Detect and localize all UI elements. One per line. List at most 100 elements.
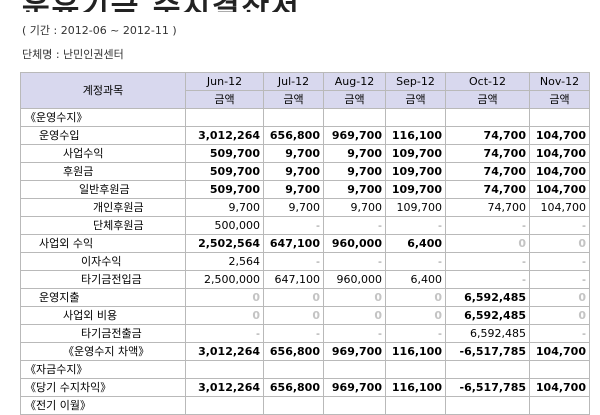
amount-cell (323, 108, 386, 127)
account-label: 《운영수지》 (20, 108, 186, 127)
amount-cell: 9,700 (263, 180, 324, 199)
amount-cell: - (445, 216, 530, 235)
amount-cell: - (529, 270, 590, 289)
amount-cell: - (385, 216, 446, 235)
table-row: 타기금전출금 - - - -6,592,485- (20, 324, 590, 343)
table-body: 《운영수지》 운영수입 3,012,264 656,800 969,700 116,100… (20, 108, 590, 415)
account-label: 《전기 이월》 (20, 396, 186, 415)
amount-cell (529, 396, 590, 415)
amount-cell: - (529, 252, 590, 271)
table-row: 《전기 이월》 (20, 396, 590, 415)
amount-cell: 2,500,000 (185, 270, 264, 289)
account-label: 이자수익 (20, 252, 186, 271)
table-row: 《자금수지》 (20, 360, 590, 379)
table-row: 일반후원금 509,700 9,700 9,700 109,700 74,700 104,7… (20, 180, 590, 199)
amount-cell (263, 360, 324, 379)
month-header: Aug-12 (323, 72, 386, 91)
amount-cell: 509,700 (185, 144, 264, 163)
amount-cell: 3,012,264 (185, 126, 264, 145)
amount-cell: 104,700 (529, 378, 590, 397)
amount-cell: - (445, 270, 530, 289)
account-label: 《자금수지》 (20, 360, 186, 379)
amount-cell: 2,502,564 (185, 234, 264, 253)
amount-cell: 109,700 (385, 162, 446, 181)
amount-cell: 509,700 (185, 180, 264, 199)
month-header: Oct-12 (445, 72, 530, 91)
table-row: 운영수입 3,012,264 656,800 969,700 116,100 74,700… (20, 126, 590, 145)
amount-cell: 104,700 (529, 162, 590, 181)
amount-cell: -6,517,785 (445, 378, 530, 397)
amount-cell: - (185, 324, 264, 343)
table-row: 단체후원금 500,000- - - - - (20, 216, 590, 235)
amount-cell (445, 396, 530, 415)
account-label: 타기금전입금 (20, 270, 186, 289)
amount-cell: 104,700 (529, 126, 590, 145)
account-label: 운영지출 (20, 288, 186, 307)
organization-name: 단체명 : 난민인권센터 (22, 48, 124, 61)
account-column-header: 계정과목 (20, 72, 186, 109)
amount-cell: 0 (263, 288, 324, 307)
amount-cell (185, 108, 264, 127)
amount-cell: 9,700 (323, 198, 386, 217)
account-label: 후원금 (20, 162, 186, 181)
amount-cell (445, 360, 530, 379)
amount-cell: 74,700 (445, 144, 530, 163)
amount-cell: 6,592,485 (445, 288, 530, 307)
amount-cell: 104,700 (529, 144, 590, 163)
amount-cell: 969,700 (323, 378, 386, 397)
amount-header: 금액 (323, 90, 386, 109)
amount-cell: 116,100 (385, 378, 446, 397)
amount-cell: 109,700 (385, 144, 446, 163)
amount-cell: 0 (385, 288, 446, 307)
amount-cell: -6,517,785 (445, 342, 530, 361)
amount-cell: - (445, 252, 530, 271)
amount-header: 금액 (385, 90, 446, 109)
month-header: Sep-12 (385, 72, 446, 91)
account-label: 타기금전출금 (20, 324, 186, 343)
amount-cell: 74,700 (445, 126, 530, 145)
amount-header: 금액 (185, 90, 264, 109)
table-row: 운영지출 0 0 0 0 6,592,485 0 (20, 288, 590, 307)
amount-cell: - (263, 216, 324, 235)
amount-cell: - (385, 252, 446, 271)
report-period: ( 기간 : 2012-06 ~ 2012-11 ) (22, 24, 177, 37)
amount-cell: - (263, 252, 324, 271)
amount-cell (263, 396, 324, 415)
amount-header: 금액 (263, 90, 324, 109)
amount-cell: 9,700 (323, 144, 386, 163)
month-header: Jun-12 (185, 72, 264, 91)
table-header: 계정과목 Jun-12 Jul-12 Aug-12 Sep-12 Oct-12 … (20, 72, 590, 109)
amount-cell: 0 (529, 306, 590, 325)
amount-cell: 109,700 (385, 198, 446, 217)
amount-cell: 0 (529, 234, 590, 253)
table-row: 《당기 수지차익》 3,012,264 656,800 969,700 116,100-… (20, 378, 590, 397)
table-row: 《운영수지 차액》 3,012,264 656,800 969,700 116,100-… (20, 342, 590, 361)
amount-cell: 6,400 (385, 270, 446, 289)
amount-cell: 656,800 (263, 342, 324, 361)
amount-cell: 9,700 (323, 162, 386, 181)
amount-cell: 6,592,485 (445, 324, 530, 343)
amount-cell: 9,700 (263, 144, 324, 163)
amount-cell: 509,700 (185, 162, 264, 181)
amount-cell: - (323, 252, 386, 271)
amount-cell: - (263, 324, 324, 343)
amount-cell: 0 (323, 288, 386, 307)
amount-cell: 3,012,264 (185, 342, 264, 361)
amount-cell: 104,700 (529, 342, 590, 361)
amount-cell: 500,000 (185, 216, 264, 235)
account-label: 사업외 수익 (20, 234, 186, 253)
amount-cell: 74,700 (445, 180, 530, 199)
amount-cell: 9,700 (263, 198, 324, 217)
amount-cell: 109,700 (385, 180, 446, 199)
amount-cell (529, 360, 590, 379)
amount-cell: 116,100 (385, 342, 446, 361)
amount-cell (185, 396, 264, 415)
amount-cell: 9,700 (323, 180, 386, 199)
account-label: 사업수익 (20, 144, 186, 163)
amount-cell: 969,700 (323, 126, 386, 145)
amount-cell: 3,012,264 (185, 378, 264, 397)
table-row: 후원금 509,700 9,700 9,700 109,700 74,700 104,700 (20, 162, 590, 181)
account-label: 운영수입 (20, 126, 186, 145)
table-row: 개인후원금 9,700 9,700 9,700 109,700 74,700 104,700 (20, 198, 590, 217)
title-strip: 운유기금 수지결산서 (0, 0, 600, 12)
